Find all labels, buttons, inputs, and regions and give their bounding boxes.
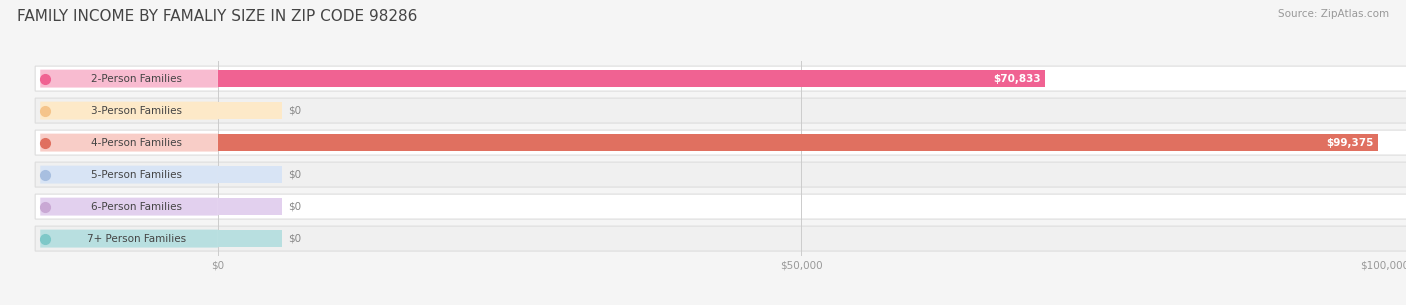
Text: $70,833: $70,833 [994, 74, 1040, 84]
Text: FAMILY INCOME BY FAMALIY SIZE IN ZIP CODE 98286: FAMILY INCOME BY FAMALIY SIZE IN ZIP COD… [17, 9, 418, 24]
Text: $0: $0 [288, 106, 301, 116]
FancyBboxPatch shape [35, 98, 1406, 123]
Text: $0: $0 [288, 202, 301, 212]
FancyBboxPatch shape [35, 66, 1406, 91]
Text: $0: $0 [288, 170, 301, 180]
FancyBboxPatch shape [41, 134, 218, 152]
Bar [218, 230, 283, 247]
FancyBboxPatch shape [35, 226, 1406, 251]
Text: $99,375: $99,375 [1327, 138, 1374, 148]
Text: 5-Person Families: 5-Person Families [91, 170, 183, 180]
FancyBboxPatch shape [41, 70, 218, 88]
Text: 4-Person Families: 4-Person Families [91, 138, 183, 148]
Text: 3-Person Families: 3-Person Families [91, 106, 183, 116]
Text: 6-Person Families: 6-Person Families [91, 202, 183, 212]
Text: 2-Person Families: 2-Person Families [91, 74, 183, 84]
Bar [218, 198, 283, 215]
FancyBboxPatch shape [41, 166, 218, 184]
FancyBboxPatch shape [41, 102, 218, 120]
FancyBboxPatch shape [41, 198, 218, 216]
Text: Source: ZipAtlas.com: Source: ZipAtlas.com [1278, 9, 1389, 19]
FancyBboxPatch shape [35, 194, 1406, 219]
Bar [218, 166, 283, 183]
Bar [218, 102, 283, 119]
Text: $0: $0 [288, 234, 301, 244]
Bar [218, 70, 1045, 88]
FancyBboxPatch shape [41, 230, 218, 248]
FancyBboxPatch shape [35, 130, 1406, 155]
FancyBboxPatch shape [35, 162, 1406, 187]
Bar [218, 134, 1378, 151]
Text: 7+ Person Families: 7+ Person Families [87, 234, 186, 244]
